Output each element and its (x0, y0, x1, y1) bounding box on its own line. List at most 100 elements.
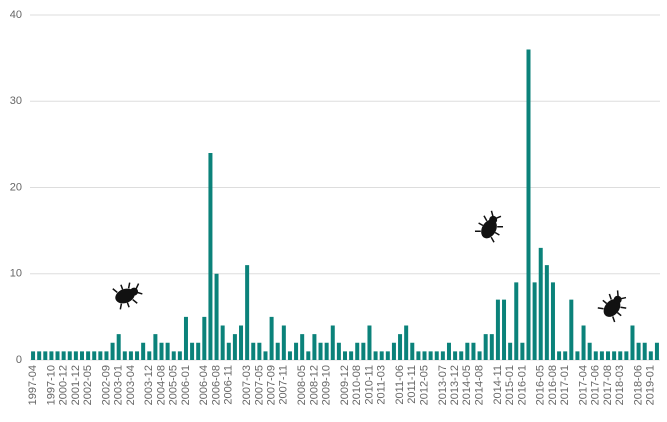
x-tick-label: 2018-03 (614, 365, 626, 405)
bar (563, 351, 568, 360)
bar (520, 342, 525, 360)
bar (257, 342, 262, 360)
x-tick-label: 2014-08 (473, 365, 485, 405)
bar (508, 342, 513, 360)
x-tick-label: 2011-03 (376, 365, 388, 405)
bar (196, 342, 201, 360)
bar (422, 351, 427, 360)
bar (538, 247, 543, 360)
x-tick-label: 2002-09 (100, 365, 112, 405)
x-tick-label: 2002-05 (82, 365, 94, 405)
x-tick-label: 2012-05 (418, 365, 430, 405)
bar (465, 342, 470, 360)
bar (648, 351, 653, 360)
x-tick-label: 2013-07 (437, 365, 449, 405)
bar (410, 342, 415, 360)
bar (532, 282, 537, 360)
bar (220, 325, 225, 360)
x-tick-label: 2010-11 (363, 365, 375, 405)
bar (287, 351, 292, 360)
bar (86, 351, 91, 360)
bar (49, 351, 54, 360)
bar (599, 351, 604, 360)
x-tick-label: 2004-08 (155, 365, 167, 405)
bar (453, 351, 458, 360)
x-tick-label: 2007-11 (278, 365, 290, 405)
bar (251, 342, 256, 360)
bar (275, 342, 280, 360)
bar (618, 351, 623, 360)
bar (477, 351, 482, 360)
bar (367, 325, 372, 360)
bar (92, 351, 97, 360)
bar (489, 334, 494, 360)
bar (379, 351, 384, 360)
x-tick-label: 2008-12 (308, 365, 320, 405)
bar (642, 342, 647, 360)
bar (514, 282, 519, 360)
bar (526, 49, 531, 360)
bar (440, 351, 445, 360)
x-tick-label: 2017-01 (559, 365, 571, 405)
bar (153, 334, 158, 360)
bar (226, 342, 231, 360)
bar (73, 351, 78, 360)
bar (361, 342, 366, 360)
x-tick-label: 2018-06 (632, 365, 644, 405)
bar (183, 316, 188, 360)
bar (636, 342, 641, 360)
bar (202, 316, 207, 360)
bar (544, 265, 549, 360)
x-tick-label: 2006-11 (223, 365, 235, 405)
x-tick-label: 2007-05 (253, 365, 265, 405)
bar (343, 351, 347, 360)
x-tick-label: 2017-06 (590, 365, 602, 405)
bar (232, 334, 237, 360)
bar (159, 342, 164, 360)
x-tick-label: 2001-12 (70, 365, 82, 405)
x-tick-label: 2007-09 (266, 365, 278, 405)
bar (128, 351, 133, 360)
x-tick-label: 2019-01 (645, 365, 657, 405)
x-tick-label: 2011-11 (406, 365, 418, 404)
bar (550, 282, 555, 360)
bar (104, 351, 109, 360)
bar (208, 153, 213, 360)
y-tick-label: 30 (10, 95, 22, 107)
bar (214, 273, 219, 360)
bar (483, 334, 488, 360)
bar (318, 342, 323, 360)
bar (135, 351, 140, 360)
bar (190, 342, 195, 360)
x-tick-label: 2009-12 (339, 365, 351, 405)
bar (141, 342, 146, 360)
bar (593, 351, 598, 360)
bar (300, 334, 305, 360)
bar (177, 351, 182, 360)
bug-icon (474, 210, 504, 243)
x-tick-label: 2005-05 (168, 365, 180, 405)
bar (116, 334, 121, 360)
bar (110, 342, 115, 360)
y-tick-label: 0 (16, 354, 22, 366)
bar (324, 342, 329, 360)
x-tick-label: 2015-01 (504, 365, 516, 405)
bar (557, 351, 562, 360)
bar (624, 351, 629, 360)
bar (43, 351, 48, 360)
x-tick-label: 2016-05 (535, 365, 547, 405)
bar (67, 351, 72, 360)
x-tick-label: 2006-04 (198, 365, 210, 405)
bar (355, 342, 360, 360)
bar (385, 351, 390, 360)
x-tick-label: 1997-04 (27, 365, 39, 405)
x-tick-label: 2013-12 (449, 365, 461, 405)
x-tick-label: 2014-11 (492, 365, 504, 405)
bar (404, 325, 409, 360)
bar (37, 351, 42, 360)
bar (391, 342, 396, 360)
bar (471, 342, 476, 360)
bar (612, 351, 617, 360)
x-tick-label: 2017-04 (577, 365, 589, 405)
bar (98, 351, 103, 360)
